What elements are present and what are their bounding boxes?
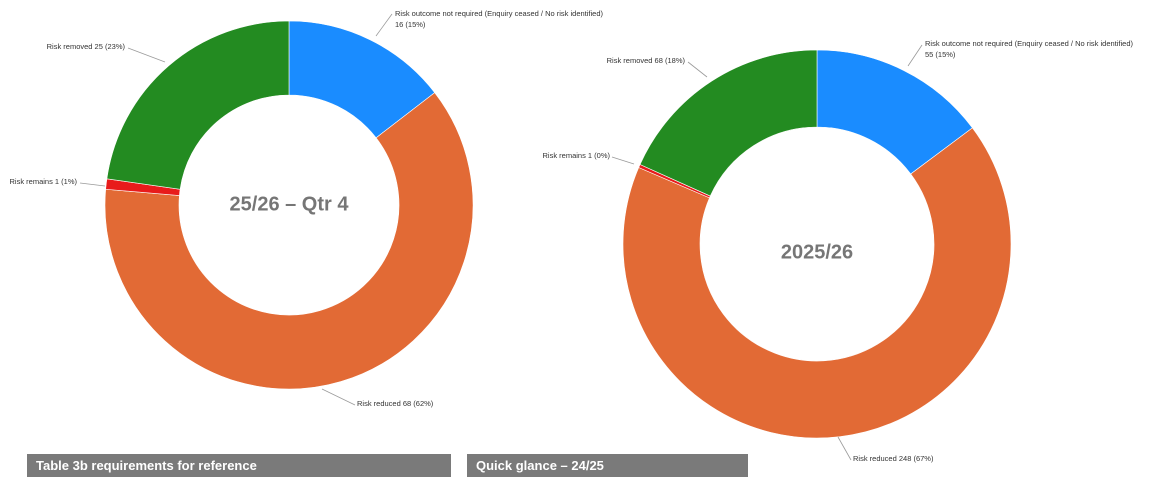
segment-risk-reduced [104,92,474,390]
segment-risk-removed [106,20,290,190]
segment-risk-removed [639,49,818,197]
label-risk-removed: Risk removed 25 (23%) [47,42,126,51]
label-risk-reduced: Risk reduced 248 (67%) [853,454,934,463]
donut-chart-2: Risk outcome not required (Enquiry cease… [542,39,1133,463]
label-risk-removed: Risk removed 68 (18%) [607,56,686,65]
chart-center-label: 25/26 – Qtr 4 [230,193,350,215]
label-risk-outcome-not-required-value: 16 (15%) [395,20,426,29]
label-risk-remains-leader-line [611,156,635,165]
label-risk-reduced: Risk reduced 68 (62%) [357,399,434,408]
label-risk-outcome-not-required-leader-line [907,44,923,67]
label-risk-removed-leader-line [127,47,166,63]
label-risk-outcome-not-required-value: 55 (15%) [925,50,956,59]
label-risk-outcome-not-required-leader-line [375,13,393,37]
label-risk-removed-leader-line [687,61,708,78]
label-risk-outcome-not-required: Risk outcome not required (Enquiry cease… [925,39,1134,48]
label-risk-reduced-leader-line [837,436,852,461]
table-3b-reference-bar: Table 3b requirements for reference [27,454,451,477]
chart-center-label: 2025/26 [781,241,853,263]
quick-glance-bar: Quick glance – 24/25 [467,454,748,477]
label-risk-outcome-not-required: Risk outcome not required (Enquiry cease… [395,9,604,18]
segment-risk-reduced [622,127,1012,439]
label-risk-remains: Risk remains 1 (1%) [9,177,77,186]
label-risk-remains-leader-line [79,182,106,187]
label-risk-reduced-leader-line [321,388,356,406]
donut-chart-1: Risk outcome not required (Enquiry cease… [9,9,603,408]
label-risk-remains: Risk remains 1 (0%) [542,151,610,160]
